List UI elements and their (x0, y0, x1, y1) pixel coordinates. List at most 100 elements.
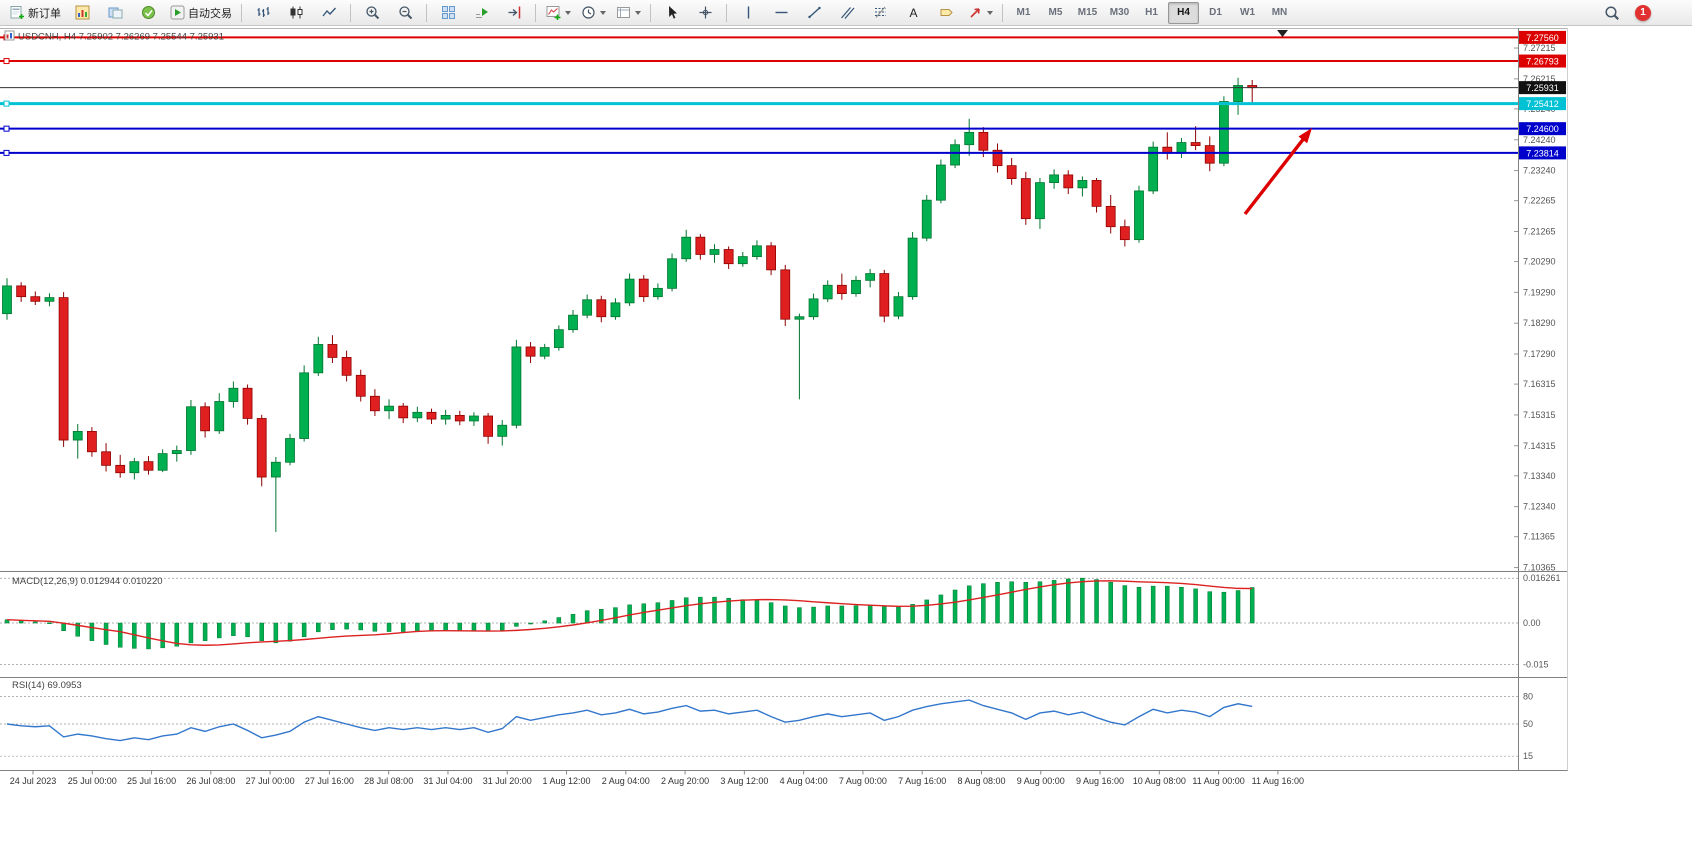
macd-histogram-bar (1193, 588, 1198, 624)
chart-shift-marker-icon[interactable] (1277, 30, 1288, 37)
support-line-lower[interactable] (0, 149, 1518, 156)
candlesticks-button[interactable] (280, 1, 312, 25)
arrows-button[interactable] (963, 1, 997, 25)
horizontal-line-button[interactable] (765, 1, 797, 25)
price-tag: 7.25412 (1519, 97, 1566, 111)
macd-histogram-bar (287, 622, 293, 642)
templates-button[interactable] (611, 1, 645, 25)
trendline-button[interactable] (798, 1, 830, 25)
chart-mini-icon (4, 30, 15, 41)
line-handle[interactable] (3, 125, 10, 132)
chart-shift-button[interactable] (498, 1, 530, 25)
line-handle[interactable] (3, 58, 10, 65)
price-tag-text: 7.23814 (1526, 148, 1559, 158)
toolbar-separator (650, 3, 651, 22)
zoom-out-button[interactable] (389, 1, 421, 25)
search-button[interactable] (1596, 1, 1628, 25)
macd-histogram-bar (117, 622, 123, 648)
toolbar-separator (241, 3, 242, 22)
crosshair-button[interactable] (689, 1, 721, 25)
market-watch-button[interactable] (132, 1, 164, 25)
timeframe-mn-button[interactable]: MN (1271, 7, 1288, 18)
toolbar-right: 1 (1596, 1, 1687, 25)
hline-icon (773, 5, 789, 21)
vertical-line-button[interactable] (732, 1, 764, 25)
price-axis-label: 7.22265 (1523, 196, 1556, 206)
macd-histogram-bar (726, 597, 731, 624)
time-axis-label: 7 Aug 00:00 (839, 776, 887, 786)
macd-histogram-bar (740, 599, 746, 624)
zoom-out-icon (397, 5, 413, 21)
timeframe-m5-button[interactable]: M5 (1048, 7, 1063, 18)
equidistant-channel-button[interactable] (831, 1, 863, 25)
time-axis-label: 26 Jul 08:00 (186, 776, 235, 786)
macd-histogram-bar (783, 605, 788, 624)
timeframe-m15-button[interactable]: M15 (1077, 7, 1098, 18)
notification-badge[interactable]: 1 (1635, 4, 1651, 21)
macd-histogram-bar (1207, 591, 1212, 624)
level-line-cyan[interactable] (0, 100, 1518, 107)
timeframe-m30-button[interactable]: M30 (1109, 7, 1130, 18)
line-chart-button[interactable] (313, 1, 345, 25)
price-axis-label: 7.11365 (1523, 532, 1555, 542)
vline-icon (740, 5, 756, 21)
macd-histogram-bar (627, 604, 632, 624)
autoscroll-icon (473, 5, 489, 21)
fibonacci-button[interactable] (864, 1, 896, 25)
profiles-button[interactable] (99, 1, 131, 25)
macd-histogram-bar (896, 606, 901, 624)
new-order-button[interactable]: 新订单 (5, 1, 65, 25)
time-axis-label: 1 Aug 12:00 (542, 776, 590, 786)
chart-window-button[interactable] (66, 1, 98, 25)
price-tag: 7.25931 (1519, 81, 1566, 95)
macd-histogram-bar (386, 622, 392, 632)
timeframe-d1-button[interactable]: D1 (1209, 7, 1222, 18)
macd-histogram-bar (231, 622, 236, 636)
time-axis[interactable]: 24 Jul 2023 25 Jul 00:00 25 Jul 16:00 26 Ju… (10, 770, 1304, 787)
indicators-icon (545, 5, 561, 21)
macd-histogram-bar (811, 606, 816, 624)
autotrading-button[interactable]: 自动交易 (165, 1, 236, 25)
price-axis-label: 7.15315 (1523, 410, 1556, 420)
macd-panel: 0.016261 0.00 -0.015 MACD(12,26,9) 0.012944… (0, 573, 1561, 669)
macd-histogram-bar (1150, 585, 1156, 624)
timeframe-h1-button[interactable]: H1 (1145, 7, 1158, 18)
macd-histogram-bar (1051, 580, 1057, 624)
indicators-button[interactable] (541, 1, 575, 25)
auto-scroll-button[interactable] (465, 1, 497, 25)
dropdown-caret-icon (987, 10, 993, 15)
ohlc-bars-button[interactable] (247, 1, 279, 25)
price-tag: 7.23814 (1519, 146, 1566, 160)
macd-histogram-bar (556, 617, 562, 624)
trend-arrow-annotation[interactable] (1243, 128, 1312, 216)
time-axis-label: 25 Jul 16:00 (127, 776, 176, 786)
macd-histogram-bar (485, 622, 491, 632)
toolbar-separator (535, 3, 536, 22)
cursor-button[interactable] (656, 1, 688, 25)
label-icon (938, 5, 954, 21)
timeframe-h4-button[interactable]: H4 (1168, 1, 1199, 24)
line-handle[interactable] (3, 100, 10, 107)
macd-histogram-bar (202, 622, 208, 641)
periods-button[interactable] (576, 1, 610, 25)
line-handle[interactable] (3, 149, 10, 156)
time-axis-label: 10 Aug 08:00 (1133, 776, 1186, 786)
timeframe-m1-button[interactable]: M1 (1016, 7, 1031, 18)
rsi-line (6, 699, 1253, 742)
macd-histogram-bar (712, 596, 717, 624)
support-line-upper[interactable] (0, 125, 1518, 132)
macd-histogram-bar (924, 599, 929, 624)
price-axis-label: 7.24240 (1523, 135, 1556, 145)
macd-histogram-bar (33, 621, 38, 624)
text-label-button[interactable] (930, 1, 962, 25)
zoom-in-button[interactable] (356, 1, 388, 25)
chart-window-background (0, 28, 1568, 771)
text-button[interactable]: A (897, 1, 929, 25)
timeframe-w1-button[interactable]: W1 (1240, 7, 1255, 18)
price-axis-label: 7.10365 (1523, 563, 1556, 573)
tile-windows-button[interactable] (432, 1, 464, 25)
resistance-line-lower[interactable] (0, 58, 1518, 65)
macd-histogram-bar (429, 622, 434, 632)
time-axis-label: 24 Jul 2023 (10, 776, 57, 786)
price-axis[interactable]: 7.272157.262157.252407.242407.232407.222… (1514, 43, 1556, 573)
